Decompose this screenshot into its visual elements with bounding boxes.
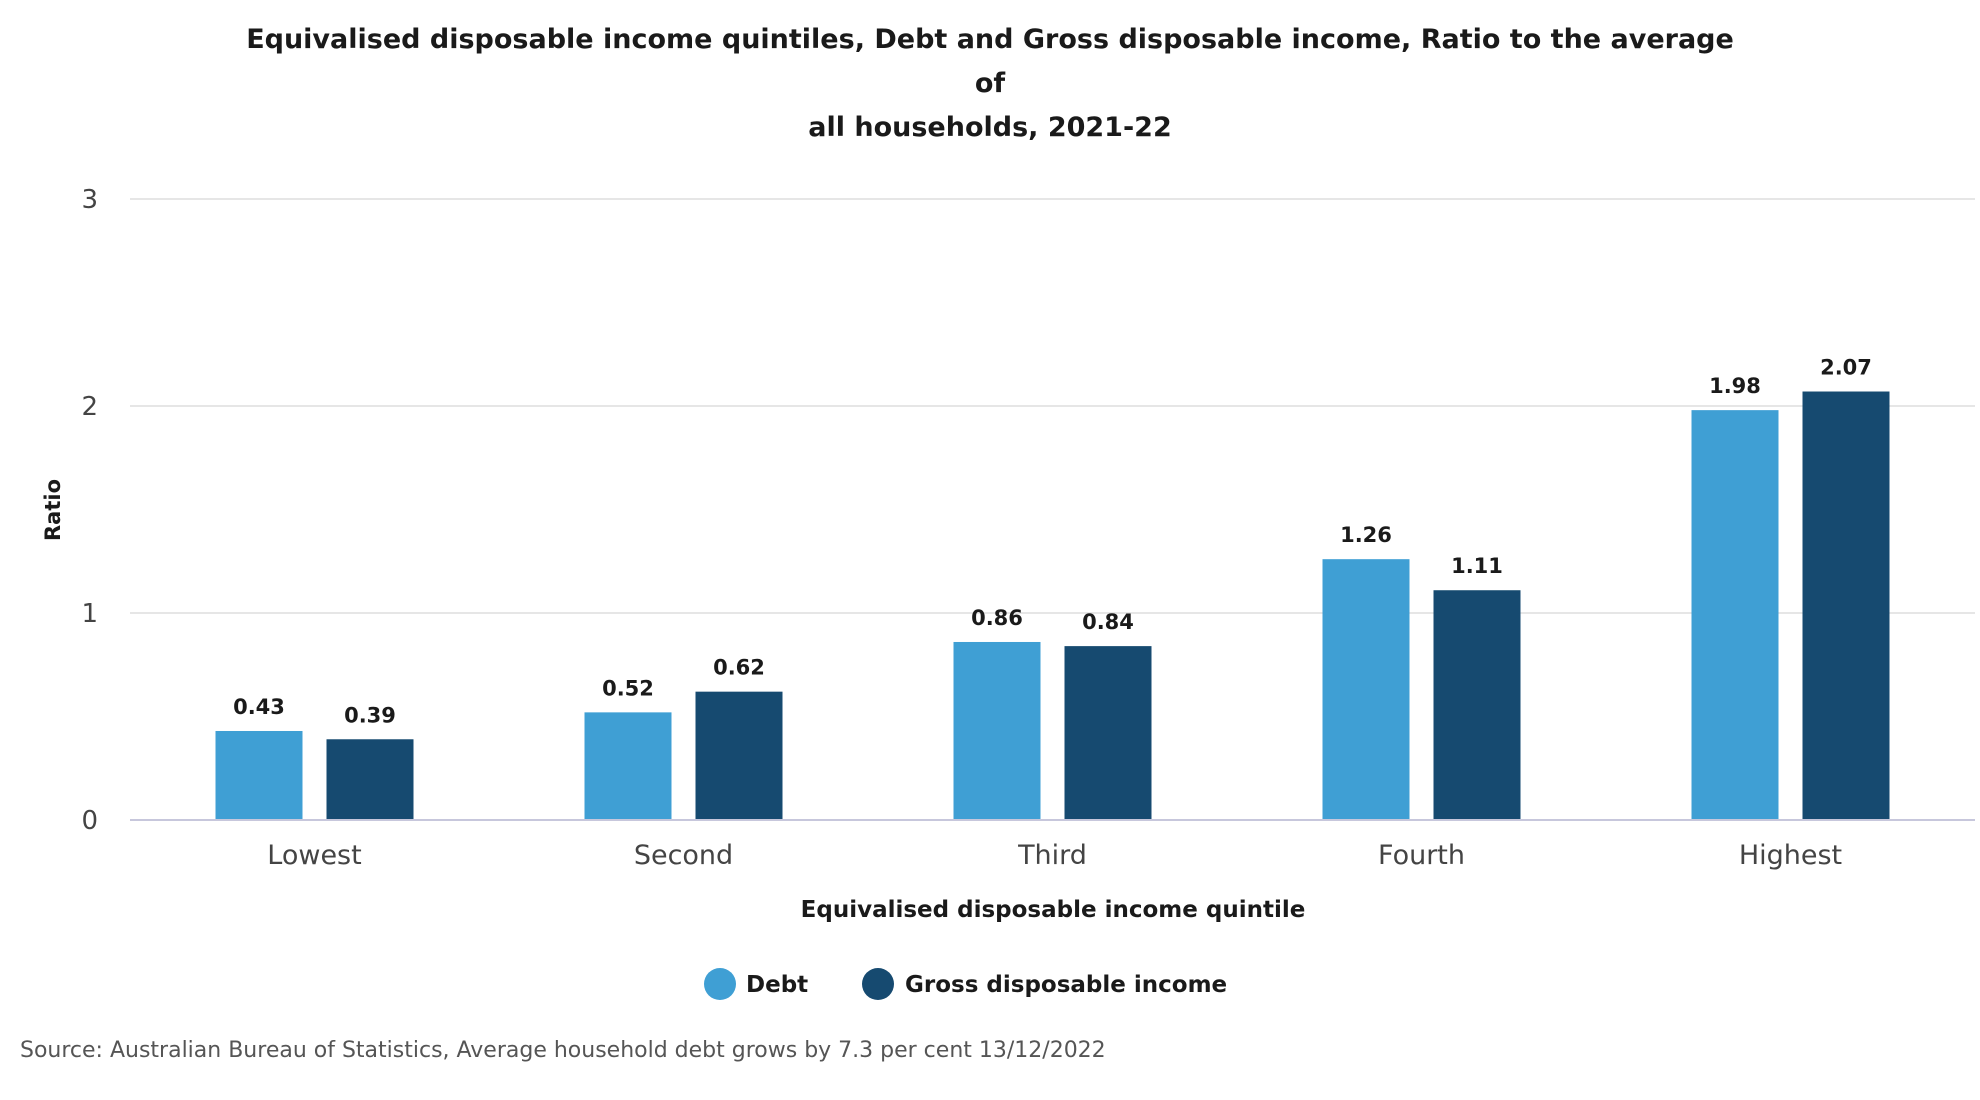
bar-debt — [215, 730, 303, 820]
x-tick-label: Highest — [1739, 840, 1842, 871]
legend-swatch — [862, 968, 894, 1000]
x-tick-label: Second — [634, 840, 733, 871]
legend-item-gross-disposable-income[interactable]: Gross disposable income — [862, 968, 1227, 1000]
bar-gross-disposable-income — [326, 739, 414, 820]
x-tick-label: Third — [1017, 840, 1087, 871]
data-labels: 0.43 0.39 0.52 0.62 0.86 0.84 1.26 1.11 1.98 2.07 — [233, 356, 1872, 728]
bar-gross-disposable-income — [1802, 391, 1890, 820]
source-note: Source: Australian Bureau of Statistics,… — [20, 1038, 1106, 1063]
legend-swatch — [704, 968, 736, 1000]
y-axis-label: Ratio — [41, 479, 65, 541]
data-label: 1.98 — [1709, 374, 1761, 398]
bar-debt — [1322, 559, 1410, 820]
bar-gross-disposable-income — [695, 691, 783, 820]
data-label: 0.84 — [1082, 610, 1134, 634]
legend-item-debt[interactable]: Debt — [704, 968, 808, 1000]
chart-title: Equivalised disposable income quintiles,… — [240, 18, 1740, 150]
chart-title-line-2: all households, 2021-22 — [808, 112, 1172, 143]
gridlines — [130, 198, 1975, 614]
bar-debt — [1691, 410, 1779, 820]
x-tick-label: Fourth — [1378, 840, 1465, 871]
data-label: 2.07 — [1820, 356, 1872, 380]
bar-gross-disposable-income — [1433, 590, 1521, 820]
data-label: 0.62 — [713, 656, 765, 680]
chart-title-line-1: Equivalised disposable income quintiles,… — [246, 24, 1734, 99]
bar-debt — [584, 712, 672, 820]
data-label: 0.86 — [971, 606, 1023, 630]
y-tick-label: 1 — [81, 599, 98, 629]
bar-gross-disposable-income — [1064, 646, 1152, 820]
legend-label: Debt — [746, 972, 808, 998]
legend: Debt Gross disposable income — [704, 968, 1227, 1000]
x-axis-ticks: Lowest Second Third Fourth Highest — [267, 840, 1842, 871]
x-axis-label: Equivalised disposable income quintile — [801, 897, 1306, 923]
legend-label: Gross disposable income — [905, 972, 1227, 998]
y-tick-label: 3 — [81, 185, 98, 215]
data-label: 0.43 — [233, 695, 285, 719]
data-label: 1.26 — [1340, 523, 1392, 547]
data-label: 0.39 — [344, 703, 396, 727]
bars — [215, 391, 1890, 820]
y-axis-ticks: 0 1 2 3 — [81, 185, 98, 836]
y-tick-label: 0 — [81, 806, 98, 836]
bar-debt — [953, 641, 1041, 820]
y-tick-label: 2 — [81, 392, 98, 422]
data-label: 0.52 — [602, 676, 654, 700]
x-tick-label: Lowest — [267, 840, 361, 871]
data-label: 1.11 — [1451, 554, 1503, 578]
